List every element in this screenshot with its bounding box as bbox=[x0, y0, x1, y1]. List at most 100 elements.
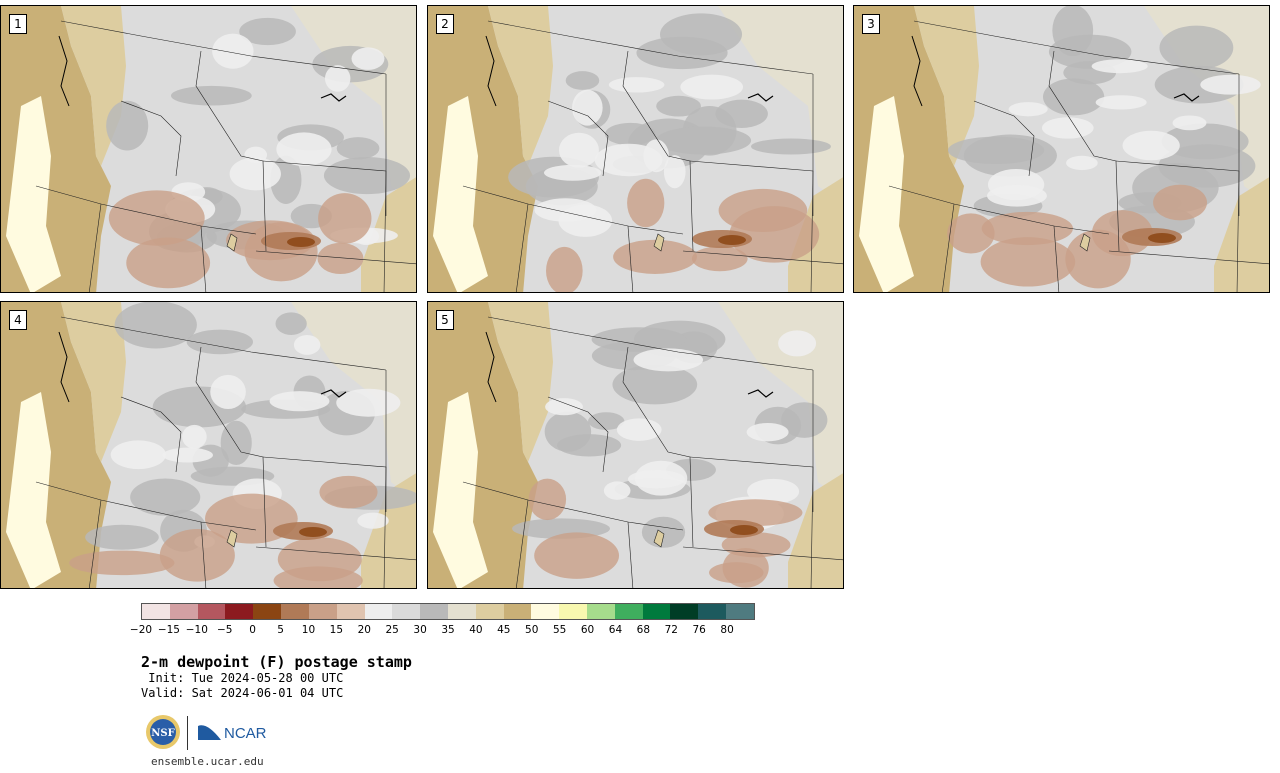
colorbar-tick-label: −5 bbox=[216, 624, 233, 636]
puget-coastline bbox=[911, 35, 923, 107]
great-salt-lake bbox=[653, 529, 665, 548]
great-salt-lake bbox=[653, 233, 665, 252]
moderate-region bbox=[987, 184, 1047, 207]
puget-coastline bbox=[58, 331, 70, 403]
colorbar-tick-label: 55 bbox=[552, 624, 567, 636]
colorbar-tick-label: −10 bbox=[185, 624, 208, 636]
dry-region bbox=[275, 312, 307, 335]
dewpoint-map bbox=[1, 302, 416, 588]
puget-coastline bbox=[485, 331, 497, 403]
plains-northeast bbox=[291, 302, 416, 501]
extreme-dry-core bbox=[718, 235, 746, 245]
dry-region bbox=[612, 364, 698, 405]
member-number-badge: 1 bbox=[9, 14, 27, 34]
colorbar-tick-label: −20 bbox=[129, 624, 153, 636]
dry-region bbox=[85, 524, 159, 550]
dry-region bbox=[323, 156, 411, 195]
central-valley bbox=[433, 96, 488, 292]
dry-region bbox=[947, 136, 1045, 165]
border-id-mt bbox=[1048, 50, 1120, 252]
very-dry-region bbox=[627, 178, 665, 228]
moderate-region bbox=[543, 164, 602, 181]
colorbar-segment bbox=[197, 604, 226, 619]
colorbar-segment bbox=[503, 604, 532, 619]
border-or-nv bbox=[888, 185, 1110, 235]
valid-time: Valid: Sat 2024-06-01 04 UTC bbox=[141, 686, 344, 700]
site-url[interactable]: ensemble.ucar.edu bbox=[151, 755, 264, 768]
colorbar-segment bbox=[670, 604, 699, 619]
moderate-region bbox=[324, 65, 351, 92]
moderate-region bbox=[545, 398, 583, 416]
ensemble-member-panel-4: 4 bbox=[0, 301, 417, 589]
great-salt-lake bbox=[226, 233, 238, 252]
member-number-badge: 2 bbox=[436, 14, 454, 34]
extreme-dry-core bbox=[299, 527, 327, 537]
border-wa-or bbox=[120, 100, 182, 177]
border-or-nv bbox=[462, 481, 684, 531]
border-or-nv bbox=[35, 185, 257, 235]
lake-sakakawea bbox=[320, 93, 347, 102]
colorbar-segment bbox=[642, 604, 671, 619]
init-time: Init: Tue 2024-05-28 00 UTC bbox=[141, 671, 344, 685]
colorbar-tick-label: 60 bbox=[580, 624, 595, 636]
moderate-region bbox=[293, 335, 321, 355]
dry-region bbox=[220, 420, 252, 466]
very-dry-region bbox=[722, 548, 769, 588]
border-id-mt bbox=[622, 346, 694, 548]
colorbar-tick-label: 80 bbox=[720, 624, 734, 636]
cascade-slope bbox=[488, 302, 553, 462]
border-co bbox=[255, 546, 416, 561]
ensemble-member-panel-2: 2 bbox=[427, 5, 844, 293]
ensemble-member-panel-5: 5 bbox=[427, 301, 844, 589]
dewpoint-map bbox=[428, 302, 843, 588]
moderate-region bbox=[276, 132, 332, 167]
border-id-mt bbox=[195, 50, 267, 252]
border-ca-nv bbox=[88, 203, 102, 292]
border-nv-ut bbox=[1053, 225, 1060, 292]
colorbar-tick-label: 35 bbox=[441, 624, 455, 636]
dry-region bbox=[591, 327, 687, 352]
very-dry-region bbox=[319, 475, 378, 509]
moderate-region bbox=[357, 512, 389, 529]
colorbar-segment bbox=[142, 604, 170, 619]
moderate-region bbox=[162, 447, 213, 463]
border-canada bbox=[487, 316, 814, 371]
colorbar-tick-label: 45 bbox=[497, 624, 511, 636]
moderate-region bbox=[269, 391, 330, 412]
member-number-badge: 4 bbox=[9, 310, 27, 330]
border-ca-nv bbox=[88, 499, 102, 588]
central-valley bbox=[433, 392, 488, 588]
logo-divider bbox=[187, 716, 188, 750]
very-dry-region bbox=[108, 190, 205, 246]
dry-region bbox=[1042, 78, 1105, 116]
dry-region bbox=[186, 329, 254, 355]
moderate-region bbox=[680, 74, 744, 100]
moderate-region bbox=[616, 418, 662, 441]
ncar-logo: NCAR bbox=[198, 725, 267, 742]
plains-northeast bbox=[291, 6, 416, 205]
very-dry-region bbox=[708, 499, 803, 527]
border-wa-or bbox=[120, 396, 182, 473]
colorbar bbox=[141, 603, 755, 620]
dry-region bbox=[557, 434, 622, 457]
moderate-region bbox=[1172, 115, 1207, 131]
border-nv-ut bbox=[200, 521, 207, 588]
colorbar-tick-label: 50 bbox=[525, 624, 539, 636]
moderate-region bbox=[627, 469, 685, 489]
colorbar-segment bbox=[531, 604, 560, 619]
dewpoint-map bbox=[1, 6, 416, 292]
nsf-logo: NSF bbox=[146, 715, 180, 749]
very-dry-region bbox=[691, 246, 748, 272]
border-wa-or bbox=[547, 100, 609, 177]
colorbar-segment bbox=[698, 604, 727, 619]
colorbar-segment bbox=[364, 604, 393, 619]
very-dry-region bbox=[534, 532, 620, 579]
colorbar-tick-label: 25 bbox=[385, 624, 399, 636]
member-number-badge: 5 bbox=[436, 310, 454, 330]
very-dry-region bbox=[528, 478, 567, 521]
plains-southeast bbox=[788, 473, 843, 588]
border-wa-or bbox=[973, 100, 1035, 177]
plains-southeast bbox=[1214, 177, 1269, 292]
very-dry-region bbox=[244, 222, 318, 282]
colorbar-tick-label: 72 bbox=[664, 624, 678, 636]
